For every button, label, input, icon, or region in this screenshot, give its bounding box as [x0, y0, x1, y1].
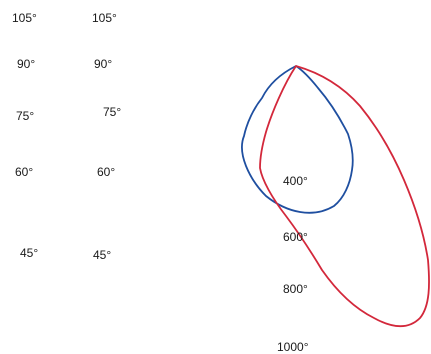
middle-angle-label-105: 105°: [92, 11, 117, 25]
radial-label-400: 400°: [283, 174, 308, 188]
middle-angle-label-60: 60°: [97, 165, 116, 179]
left-angle-label-105: 105°: [12, 11, 37, 25]
left-angle-label-60: 60°: [15, 165, 34, 179]
radial-label-1000: 1000°: [277, 340, 309, 354]
radial-label-600: 600°: [283, 230, 308, 244]
middle-angle-label-75: 75°: [103, 105, 122, 119]
middle-angle-label-90: 90°: [94, 57, 113, 71]
radial-label-800: 800°: [283, 282, 308, 296]
red-curve: [259, 65, 430, 328]
left-angle-label-90: 90°: [17, 57, 36, 71]
left-angle-label-45: 45°: [20, 246, 39, 260]
middle-angle-label-45: 45°: [93, 248, 112, 262]
blue-curve: [240, 65, 354, 214]
left-angle-label-75: 75°: [16, 109, 35, 123]
